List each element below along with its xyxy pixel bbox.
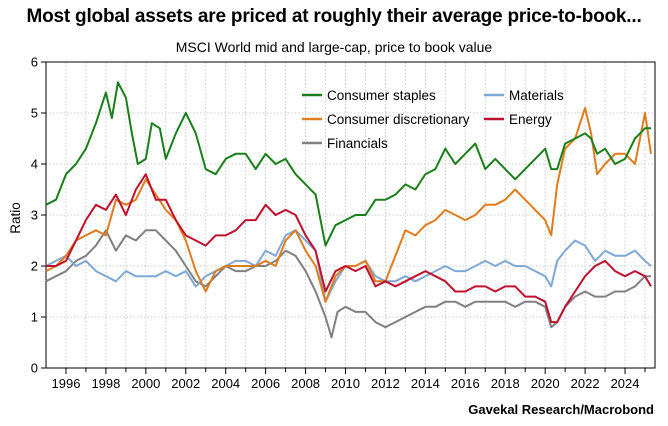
- x-tick-label: 2002: [171, 376, 200, 391]
- chart-subtitle: MSCI World mid and large-cap, price to b…: [175, 39, 493, 55]
- y-tick-label: 4: [31, 157, 38, 172]
- x-tick-label: 2012: [371, 376, 400, 391]
- x-tick-label: 2016: [451, 376, 480, 391]
- x-tick-label: 2006: [251, 376, 280, 391]
- series-line-consumer-staples: [45, 81, 651, 247]
- series-line-energy: [46, 173, 652, 324]
- series-lines: [45, 81, 652, 339]
- y-tick-labels: 0 1 2 3 4 5 6: [31, 55, 38, 376]
- y-tick-label: 2: [31, 259, 38, 274]
- x-tick-labels: 1996 1998 2000 2002 2004 2006 2008 2010 2012 2014…: [52, 376, 640, 391]
- y-tick-label: 5: [31, 106, 38, 121]
- legend-label-materials: Materials: [509, 88, 564, 103]
- axes: [41, 61, 656, 374]
- legend: Consumer staples Materials Consumer discre…: [302, 88, 564, 151]
- x-tick-label: 2022: [571, 376, 600, 391]
- x-tick-label: 2024: [611, 376, 640, 391]
- y-tick-label: 1: [31, 310, 38, 325]
- source-credit: Gavekal Research/Macrobond: [468, 402, 654, 417]
- grid-lines: [46, 61, 655, 369]
- x-tick-label: 2018: [491, 376, 520, 391]
- x-tick-label: 2014: [411, 376, 440, 391]
- legend-label-energy: Energy: [509, 112, 552, 127]
- x-tick-label: 2000: [131, 376, 160, 391]
- series-line-financials: [45, 229, 651, 339]
- chart-title: Most global assets are priced at roughly…: [26, 6, 642, 27]
- x-tick-label: 2020: [531, 376, 560, 391]
- y-axis-label: Ratio: [8, 202, 23, 234]
- x-tick-label: 1996: [52, 376, 81, 391]
- y-tick-label: 6: [31, 55, 38, 70]
- legend-label-consumer-discretionary: Consumer discretionary: [327, 112, 470, 127]
- x-tick-label: 2004: [211, 376, 240, 391]
- legend-label-consumer-staples: Consumer staples: [327, 88, 436, 103]
- x-tick-label: 1998: [91, 376, 120, 391]
- x-tick-label: 2010: [331, 376, 360, 391]
- y-tick-label: 3: [31, 208, 38, 223]
- x-tick-label: 2008: [291, 376, 320, 391]
- plot-frame: [45, 61, 656, 369]
- legend-label-financials: Financials: [327, 136, 388, 151]
- y-tick-label: 0: [31, 361, 38, 376]
